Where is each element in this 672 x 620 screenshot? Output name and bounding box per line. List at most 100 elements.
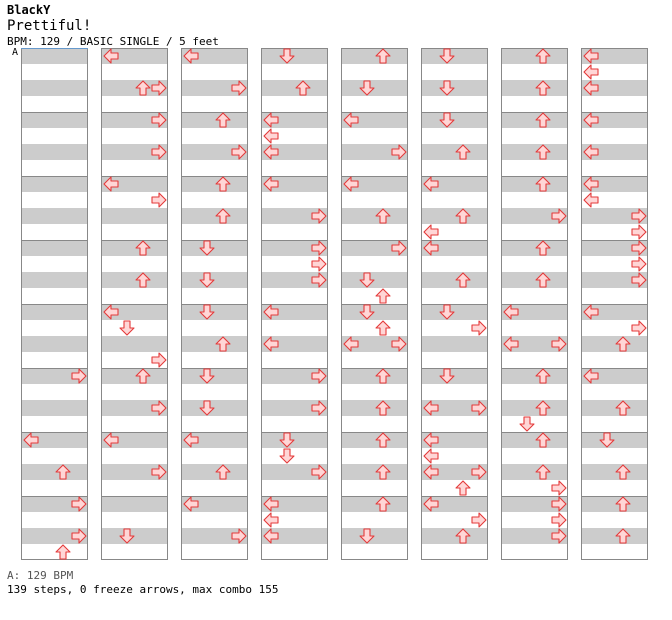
beat-stripe [101, 48, 168, 64]
beat-stripe [421, 176, 488, 192]
beat-stripe [421, 128, 488, 144]
beat-stripe [21, 320, 88, 336]
arrow-left-icon [183, 48, 199, 64]
arrow-right-icon [551, 336, 567, 352]
beat-stripe [501, 352, 568, 368]
beat-stripe [581, 240, 648, 256]
arrow-up-icon [135, 272, 151, 288]
beat-stripe [181, 496, 248, 512]
arrow-down-icon [439, 112, 455, 128]
arrow-down-icon [599, 432, 615, 448]
beat-stripe [341, 256, 408, 272]
beat-stripe [261, 384, 328, 400]
arrow-up-icon [55, 544, 71, 560]
chart-column [181, 48, 248, 560]
beat-stripe [341, 544, 408, 560]
beat-stripe [501, 288, 568, 304]
beat-stripe [21, 288, 88, 304]
beat-stripe [261, 352, 328, 368]
arrow-right-icon [391, 336, 407, 352]
beat-stripe [101, 176, 168, 192]
beat-stripe [181, 96, 248, 112]
beat-stripe [581, 480, 648, 496]
beat-stripe [21, 384, 88, 400]
arrow-left-icon [263, 496, 279, 512]
beat-stripe [581, 144, 648, 160]
beat-stripe [421, 384, 488, 400]
arrow-up-icon [455, 528, 471, 544]
arrow-left-icon [103, 176, 119, 192]
arrow-right-icon [551, 528, 567, 544]
arrow-right-icon [231, 80, 247, 96]
arrow-left-icon [423, 432, 439, 448]
arrow-right-icon [471, 512, 487, 528]
beat-stripe [341, 512, 408, 528]
beat-stripe [501, 544, 568, 560]
arrow-up-icon [135, 80, 151, 96]
beat-stripe [341, 240, 408, 256]
arrow-up-icon [215, 208, 231, 224]
beat-stripe [581, 208, 648, 224]
beat-stripe [421, 480, 488, 496]
beat-stripe [501, 128, 568, 144]
beat-stripe [101, 256, 168, 272]
beat-stripe [101, 160, 168, 176]
beat-stripe [421, 432, 488, 448]
arrow-left-icon [583, 80, 599, 96]
arrow-left-icon [583, 192, 599, 208]
beat-stripe [261, 224, 328, 240]
beat-stripe [421, 256, 488, 272]
beat-stripe [101, 448, 168, 464]
arrow-right-icon [71, 368, 87, 384]
arrow-right-icon [311, 272, 327, 288]
beat-stripe [501, 432, 568, 448]
arrow-up-icon [535, 272, 551, 288]
arrow-left-icon [503, 336, 519, 352]
beat-stripe [101, 96, 168, 112]
arrow-right-icon [391, 144, 407, 160]
beat-stripe [261, 240, 328, 256]
arrow-right-icon [471, 400, 487, 416]
beat-stripe [261, 528, 328, 544]
arrow-down-icon [199, 368, 215, 384]
arrow-right-icon [151, 144, 167, 160]
song-title: Prettiful! [7, 18, 92, 34]
arrow-left-icon [343, 336, 359, 352]
arrow-right-icon [151, 400, 167, 416]
arrow-left-icon [263, 112, 279, 128]
arrow-left-icon [263, 176, 279, 192]
arrow-up-icon [455, 208, 471, 224]
beat-stripe [581, 528, 648, 544]
arrow-left-icon [583, 144, 599, 160]
arrow-up-icon [535, 176, 551, 192]
beat-stripe [21, 208, 88, 224]
beat-stripe [261, 288, 328, 304]
arrow-right-icon [71, 496, 87, 512]
beat-stripe [581, 64, 648, 80]
beat-stripe [421, 448, 488, 464]
beat-stripe [421, 208, 488, 224]
beat-stripe [261, 144, 328, 160]
arrow-up-icon [375, 496, 391, 512]
arrow-left-icon [103, 304, 119, 320]
beat-stripe [261, 368, 328, 384]
beat-stripe [501, 512, 568, 528]
arrow-right-icon [391, 240, 407, 256]
beat-stripe [421, 192, 488, 208]
beat-stripe [101, 368, 168, 384]
arrow-right-icon [631, 208, 647, 224]
arrow-down-icon [439, 304, 455, 320]
beat-stripe [181, 512, 248, 528]
beat-stripe [581, 224, 648, 240]
arrow-right-icon [631, 320, 647, 336]
arrow-down-icon [279, 48, 295, 64]
beat-stripe [501, 464, 568, 480]
arrow-left-icon [423, 240, 439, 256]
arrow-right-icon [471, 320, 487, 336]
beat-stripe [581, 256, 648, 272]
chart-column [421, 48, 488, 560]
arrow-up-icon [535, 400, 551, 416]
column-border [501, 48, 568, 560]
arrow-down-icon [119, 320, 135, 336]
beat-stripe [341, 448, 408, 464]
